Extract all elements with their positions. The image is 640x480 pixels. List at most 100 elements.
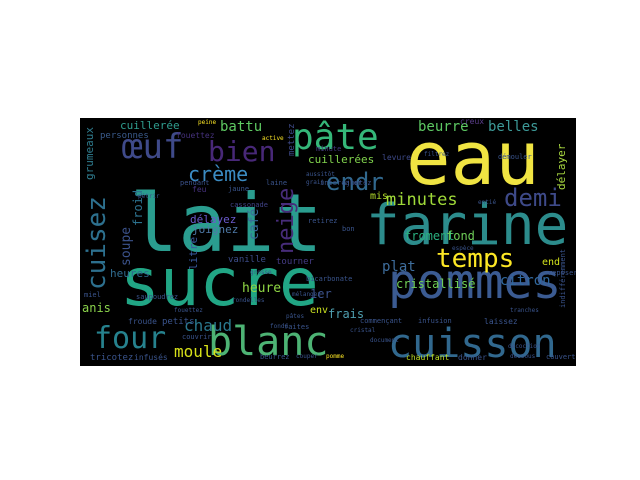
word-document: document: [370, 337, 399, 344]
word-temps: temps: [436, 244, 515, 274]
word-ajoutez: ajoutez: [342, 179, 372, 187]
word-chaud: chaud: [184, 316, 233, 335]
word-decoction: décoction: [508, 343, 541, 350]
word-beurrez: beurrez: [260, 353, 290, 361]
word-demi: demi: [504, 184, 562, 212]
word-mettez: mettez: [287, 123, 297, 156]
word-active: active: [262, 135, 284, 142]
word-grumeaux: grumeaux: [83, 127, 96, 180]
word-cassonade: cassonade: [230, 201, 268, 209]
word-tricotez: tricotez: [90, 353, 134, 363]
word-saupoudrez: saupoudrez: [136, 293, 179, 301]
word-tourner: tourner: [276, 257, 314, 267]
word-fouettez-2: fouettez: [174, 307, 203, 314]
word-fondu: fondu: [270, 323, 289, 330]
word-entie: entié: [478, 199, 497, 206]
word-cuisez: cuisez: [82, 196, 112, 290]
word-jaune: jaune: [228, 185, 250, 193]
word-cuisson: cuisson: [388, 321, 557, 366]
word-peine: peine: [198, 119, 217, 126]
word-neige: neige: [274, 187, 299, 254]
word-laine: laine: [266, 179, 288, 187]
word-feu: feu: [192, 185, 207, 194]
word-fouettez: fouettez: [176, 131, 215, 140]
word-cloud: lait sucre eau farine pommes blanc cuiss…: [80, 118, 576, 366]
word-tranches: tranches: [510, 307, 539, 314]
word-cafe: café: [247, 208, 262, 240]
word-pate: pâte: [292, 118, 379, 158]
word-creme: crème: [188, 162, 249, 186]
word-eau: eau: [406, 118, 540, 202]
word-demouler: démouler: [498, 153, 532, 161]
word-cuillerees: cuillerées: [308, 153, 375, 166]
word-citron: citron: [500, 273, 551, 289]
word-delayer: délayer: [555, 143, 568, 190]
word-infuses: infusés: [134, 353, 168, 362]
word-filtrez: filtrez: [424, 151, 450, 158]
word-reposer: reposer: [548, 269, 576, 277]
word-dessous: dessous: [510, 353, 536, 360]
word-petits: petits: [162, 317, 195, 327]
word-rondelles: rondelles: [232, 297, 265, 304]
word-creux: creux: [460, 118, 485, 126]
word-couper: couper: [296, 353, 318, 360]
word-minute: minute: [316, 145, 342, 153]
word-chauffant: chauffant: [406, 353, 450, 362]
word-farine: farine: [366, 193, 569, 258]
word-espece: espèce: [452, 245, 474, 252]
word-heures: heures: [110, 267, 150, 280]
word-grain: grain: [306, 179, 325, 186]
word-minutes: minutes: [386, 190, 458, 210]
word-belles: belles: [488, 119, 539, 135]
word-1er: 1er: [310, 287, 332, 301]
word-petrir: pétrir: [138, 193, 160, 200]
word-pommes: pommes: [388, 254, 562, 310]
word-miel: miel: [84, 291, 101, 299]
word-four: four: [94, 321, 167, 356]
word-cuilleree: cuillerée: [120, 119, 180, 132]
word-melangez: mélangez: [292, 291, 321, 298]
word-vanille: vanille: [228, 255, 266, 265]
word-frais: frais: [328, 307, 365, 321]
word-delayez: délayez: [190, 213, 237, 226]
word-bien: bien: [208, 135, 276, 168]
word-infusion: infusion: [418, 317, 452, 325]
word-battu: battu: [220, 119, 263, 135]
word-intercaler: intercaler: [320, 179, 363, 187]
word-pendant: pendant: [180, 179, 210, 187]
word-personnes: personnes: [100, 131, 149, 141]
word-pomme: pomme: [326, 353, 345, 360]
word-env: env: [310, 305, 329, 316]
word-plat: plat: [382, 259, 416, 275]
word-endr: endr: [326, 168, 384, 196]
word-bon: bon: [342, 225, 355, 233]
word-retirez: retirez: [308, 217, 338, 225]
word-couvert: couvert: [546, 353, 576, 361]
word-laissez: laissez: [484, 317, 518, 326]
word-couvrir: couvrir: [182, 333, 212, 341]
word-cristal: cristal: [350, 327, 376, 334]
word-commencant: commençant: [360, 317, 403, 325]
word-fond: fond: [446, 229, 475, 243]
word-bicarbonate: bicarbonate: [306, 275, 353, 283]
word-oeuf: œuf: [122, 127, 184, 167]
word-end: end: [542, 257, 561, 268]
word-levure: levure: [382, 153, 411, 162]
word-aussitot: aussitôt: [306, 171, 335, 178]
word-cristallise: cristallisé: [396, 277, 476, 291]
word-soupe: soupe: [119, 226, 134, 266]
word-froment: froment: [404, 229, 455, 243]
word-faites: faites: [284, 323, 310, 331]
word-anis: anis: [82, 301, 111, 315]
word-sucre: sucre: [120, 244, 319, 321]
word-beurre: beurre: [418, 119, 469, 135]
word-blanc: blanc: [208, 319, 329, 365]
word-lait: lait: [130, 177, 323, 270]
word-grosse: grosse: [250, 269, 272, 276]
word-heure: heure: [242, 281, 282, 296]
word-moule: moule: [174, 342, 223, 361]
word-mis: mis: [370, 191, 389, 202]
word-froude: froude: [128, 317, 157, 326]
word-joignez: joignez: [192, 223, 239, 236]
word-pates: pâtes: [286, 313, 305, 320]
